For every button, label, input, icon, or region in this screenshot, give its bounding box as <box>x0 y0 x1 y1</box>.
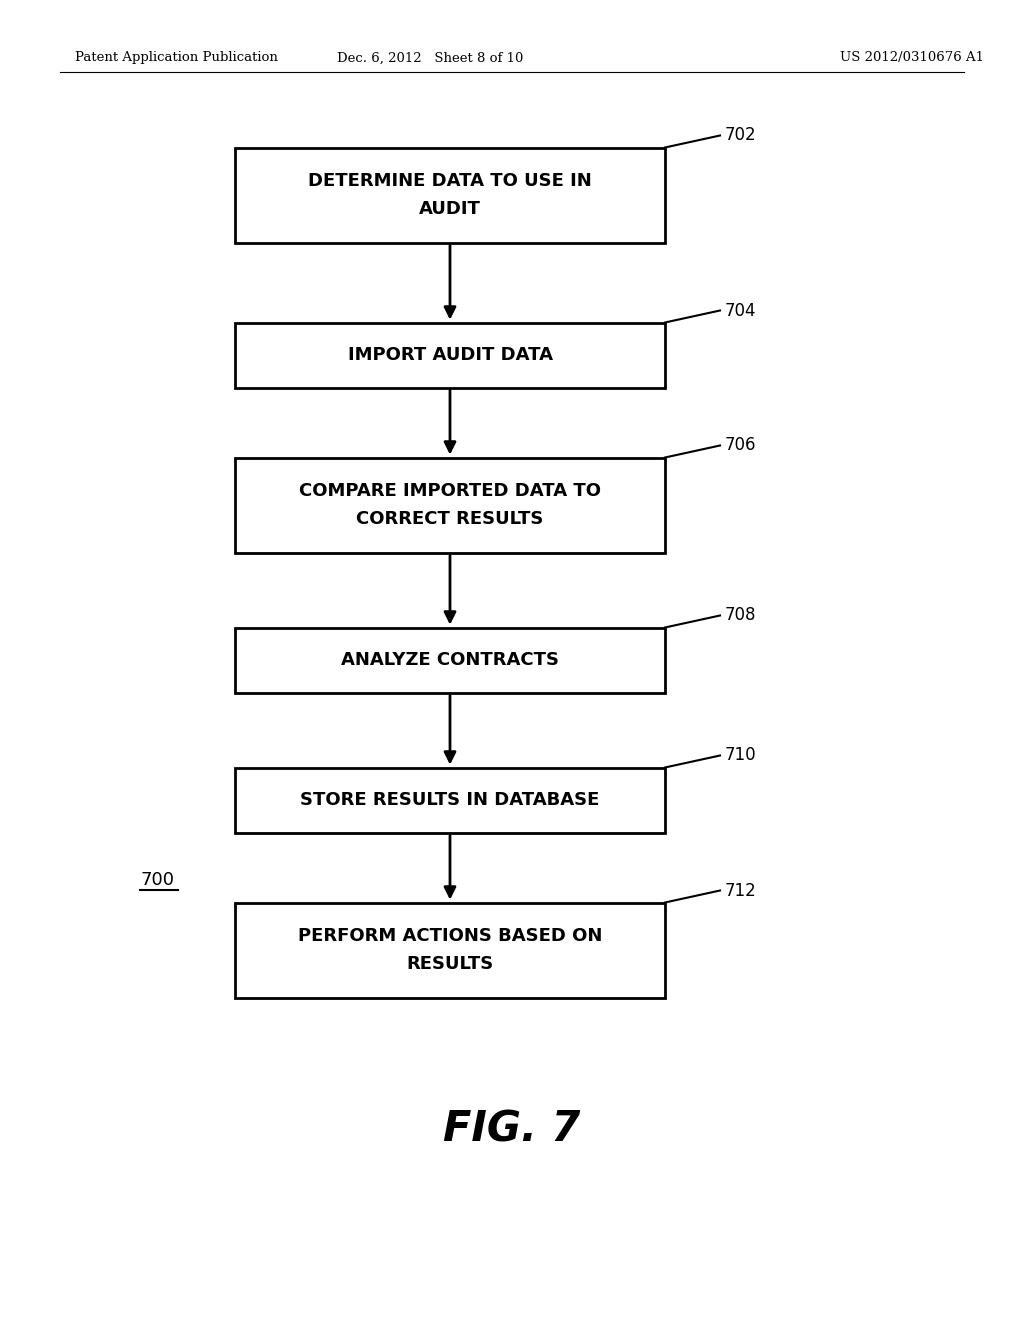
Bar <box>234 903 665 998</box>
Text: 710: 710 <box>725 747 757 764</box>
Text: CORRECT RESULTS: CORRECT RESULTS <box>356 510 544 528</box>
Bar <box>234 627 665 693</box>
Text: Dec. 6, 2012   Sheet 8 of 10: Dec. 6, 2012 Sheet 8 of 10 <box>337 51 523 65</box>
Text: ANALYZE CONTRACTS: ANALYZE CONTRACTS <box>341 651 559 669</box>
Text: AUDIT: AUDIT <box>419 201 481 218</box>
Text: 708: 708 <box>725 606 757 624</box>
Text: US 2012/0310676 A1: US 2012/0310676 A1 <box>840 51 984 65</box>
Text: 700: 700 <box>140 871 174 888</box>
Text: 704: 704 <box>725 301 757 319</box>
Text: 706: 706 <box>725 437 757 454</box>
Bar <box>234 458 665 553</box>
Bar <box>234 767 665 833</box>
Text: 712: 712 <box>725 882 757 899</box>
Text: IMPORT AUDIT DATA: IMPORT AUDIT DATA <box>347 346 553 364</box>
Text: 702: 702 <box>725 127 757 144</box>
Text: PERFORM ACTIONS BASED ON: PERFORM ACTIONS BASED ON <box>298 927 602 945</box>
Bar <box>234 148 665 243</box>
Text: COMPARE IMPORTED DATA TO: COMPARE IMPORTED DATA TO <box>299 482 601 500</box>
Text: FIG. 7: FIG. 7 <box>443 1109 581 1151</box>
Text: STORE RESULTS IN DATABASE: STORE RESULTS IN DATABASE <box>300 791 600 809</box>
Text: RESULTS: RESULTS <box>407 954 494 973</box>
Text: DETERMINE DATA TO USE IN: DETERMINE DATA TO USE IN <box>308 172 592 190</box>
Text: Patent Application Publication: Patent Application Publication <box>75 51 278 65</box>
Bar <box>234 322 665 388</box>
